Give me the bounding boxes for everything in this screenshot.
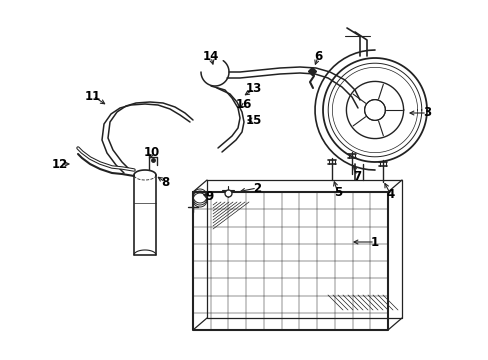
Text: 5: 5: [333, 186, 342, 199]
Text: 16: 16: [235, 99, 252, 112]
Text: 14: 14: [203, 50, 219, 63]
Text: 4: 4: [386, 189, 394, 202]
Text: 13: 13: [245, 82, 262, 95]
Text: 7: 7: [352, 170, 360, 183]
Text: 1: 1: [370, 235, 378, 248]
Text: 12: 12: [52, 158, 68, 171]
Text: 9: 9: [204, 190, 213, 203]
Text: 3: 3: [422, 107, 430, 120]
Text: 10: 10: [143, 145, 160, 158]
Text: 15: 15: [245, 113, 262, 126]
Polygon shape: [364, 100, 385, 120]
Text: 11: 11: [85, 90, 101, 103]
Text: 6: 6: [313, 50, 322, 63]
Text: 8: 8: [161, 175, 169, 189]
Text: 2: 2: [252, 181, 261, 194]
